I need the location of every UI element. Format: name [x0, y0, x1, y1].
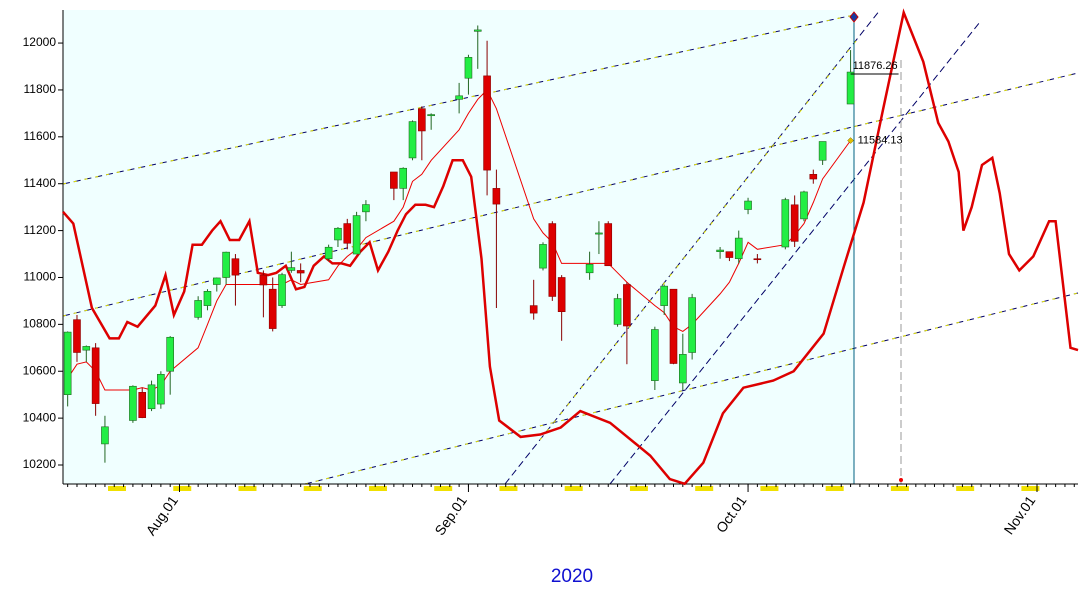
candle-body — [157, 373, 165, 405]
week-marker — [499, 486, 518, 491]
candle-body — [753, 258, 762, 261]
candle-body — [147, 384, 156, 410]
x-tick-label: Oct.01 — [713, 492, 750, 535]
candle-body — [455, 95, 463, 100]
week-marker — [825, 486, 844, 491]
candle-body — [585, 264, 594, 274]
candle-body — [613, 298, 622, 325]
week-marker — [564, 486, 583, 491]
candle-body — [529, 305, 538, 314]
candle-body — [334, 227, 342, 241]
week-marker — [890, 486, 909, 491]
week-marker — [434, 486, 453, 491]
candle-body — [660, 285, 668, 306]
y-tick-label: 12000 — [23, 35, 57, 49]
candle-body — [595, 232, 603, 235]
y-tick-label: 11800 — [24, 82, 57, 96]
week-marker — [368, 486, 387, 491]
candle-body — [427, 114, 435, 117]
candle-body — [129, 385, 137, 421]
candle-body — [669, 288, 678, 364]
week-marker — [173, 486, 192, 491]
candle-body — [268, 288, 277, 329]
candle-body — [725, 251, 734, 258]
candle-body — [362, 204, 370, 213]
candle-body — [781, 199, 790, 248]
candle-body — [287, 267, 296, 271]
candle-body — [82, 346, 91, 351]
y-tick-label: 10800 — [23, 317, 57, 331]
y-tick-label: 11200 — [24, 223, 57, 237]
candle-body — [166, 336, 174, 372]
x-axis-label: 2020 — [551, 566, 593, 587]
candle-body — [846, 71, 855, 105]
y-tick-label: 11600 — [24, 129, 57, 143]
candle-body — [548, 223, 557, 297]
candle-body — [324, 246, 333, 260]
candle-body — [744, 200, 752, 210]
x-tick-label: Aug.01 — [142, 492, 181, 538]
candle-body — [818, 141, 827, 161]
y-tick-label: 10600 — [23, 363, 57, 377]
candle-body — [623, 284, 631, 327]
week-marker — [1021, 486, 1040, 491]
history-area — [63, 10, 854, 484]
x-tick-label: Sep.01 — [431, 492, 470, 538]
candle-body — [464, 57, 473, 79]
candle-body — [399, 167, 407, 189]
candle-body — [492, 188, 501, 205]
data-label: 11584.13 — [858, 134, 903, 146]
candle-body — [73, 319, 81, 353]
candle-body — [734, 237, 743, 260]
candle-body — [203, 291, 212, 306]
candle-body — [679, 354, 687, 384]
week-marker — [108, 486, 126, 491]
week-marker — [956, 486, 975, 491]
week-marker — [695, 486, 714, 491]
candle-body — [231, 258, 240, 276]
candle-body — [278, 274, 286, 306]
week-marker — [760, 486, 779, 491]
week-marker — [629, 486, 648, 491]
candle-body — [352, 215, 361, 255]
label-marker — [847, 137, 854, 144]
line-series — [62, 8, 1079, 486]
candle-body — [194, 300, 202, 318]
candle-body — [800, 191, 808, 220]
channel-lines — [62, 9, 1079, 485]
candle-body — [408, 121, 417, 159]
line-series — [67, 89, 852, 391]
candle-body — [343, 223, 352, 244]
y-tick-label: 11000 — [24, 270, 57, 284]
candle-body — [138, 392, 147, 418]
candle-body — [651, 329, 659, 381]
candle-body — [212, 277, 221, 285]
candle-body — [483, 75, 491, 171]
candle-body — [604, 223, 613, 267]
candle-body — [63, 331, 72, 395]
data-label: 11876.26 — [853, 60, 898, 72]
candle-body — [716, 249, 724, 252]
candle-body — [296, 270, 305, 274]
candle-body — [473, 29, 482, 32]
candle-body — [418, 108, 426, 132]
candle-body — [91, 347, 100, 404]
y-tick-label: 10200 — [23, 457, 57, 471]
week-marker — [303, 486, 322, 491]
candle-body — [222, 251, 230, 278]
x-tick-label: Nov.01 — [1001, 492, 1039, 537]
candle-body — [790, 204, 799, 242]
candle-body — [259, 274, 268, 286]
candle-body — [390, 171, 398, 189]
candle-body — [688, 297, 696, 353]
candle-body — [557, 277, 566, 313]
candle-body — [809, 174, 818, 180]
candle-body — [101, 426, 109, 445]
y-tick-label: 10400 — [23, 410, 57, 424]
week-marker — [238, 486, 257, 491]
y-tick-label: 11400 — [24, 176, 57, 190]
candle-body — [539, 244, 547, 269]
